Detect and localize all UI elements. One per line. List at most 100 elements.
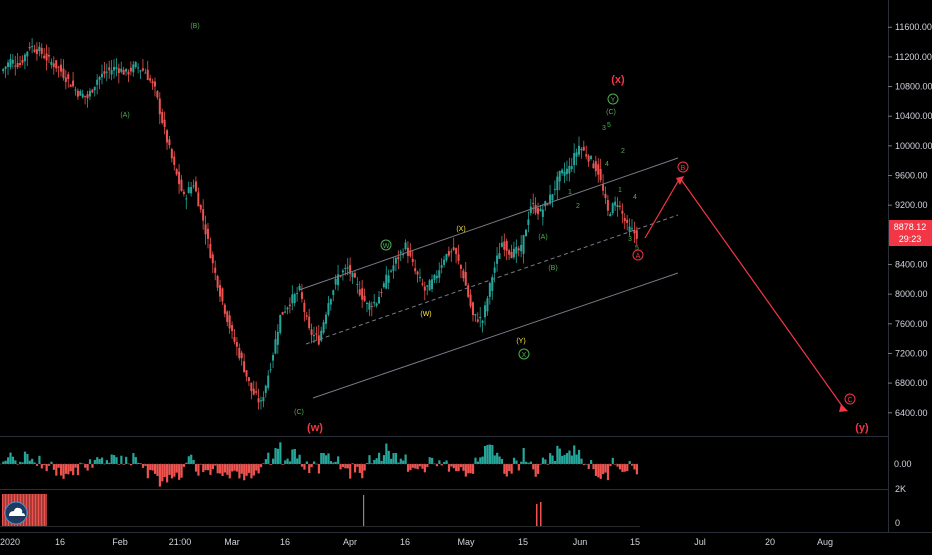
candle-body	[484, 305, 487, 318]
time-tick-label: 15	[518, 537, 528, 547]
candle-body	[194, 181, 197, 192]
candle-body	[411, 258, 414, 262]
candle-body	[190, 186, 193, 194]
candle-body	[491, 277, 494, 292]
candle-body	[496, 255, 499, 264]
oscillator-bar	[284, 460, 287, 464]
oscillator-bar	[553, 461, 557, 464]
projection-arrowhead	[839, 404, 848, 412]
candle-body	[423, 286, 426, 291]
oscillator-bar	[433, 463, 436, 465]
oscillator-bar	[496, 452, 499, 464]
oscillator-bar	[91, 464, 94, 468]
candle-body	[300, 292, 303, 299]
oscillator-bar	[86, 464, 89, 471]
candle-body	[517, 248, 520, 251]
oscillator-bar	[515, 460, 518, 464]
oscillator-bar	[616, 464, 619, 467]
candle-body	[438, 270, 441, 278]
candle-body	[325, 314, 328, 324]
candle-body	[575, 152, 578, 157]
candle-body	[204, 224, 207, 235]
wave-label: A	[636, 253, 641, 260]
oscillator-bar	[387, 450, 390, 464]
candle-body	[312, 335, 315, 337]
candle-body	[387, 275, 390, 283]
oscillator-bar	[599, 464, 602, 479]
candle-body	[635, 230, 638, 239]
candle-body	[320, 330, 323, 341]
wave-circle	[380, 239, 392, 251]
oscillator-bar	[529, 461, 532, 464]
oscillator-bar	[245, 464, 248, 476]
candle-body	[43, 55, 46, 59]
wave-label: (C)	[606, 109, 616, 116]
oscillator-bar	[337, 456, 340, 464]
last-price-value: 8878.12	[894, 222, 927, 232]
candle-body	[397, 256, 400, 260]
candle-body	[132, 64, 135, 73]
candle-body	[98, 77, 101, 80]
oscillator-bar	[368, 455, 371, 464]
oscillator-bar	[64, 464, 68, 474]
candle-body	[100, 73, 103, 78]
candle-body	[459, 265, 462, 269]
oscillator-bar	[120, 455, 123, 464]
oscillator-bar	[445, 460, 448, 464]
candle-body	[394, 257, 397, 264]
oscillator-bar	[520, 461, 523, 464]
candle-series	[2, 38, 638, 410]
candle-body	[609, 213, 612, 217]
candle-body	[211, 254, 214, 264]
oscillator-bar	[626, 464, 629, 472]
oscillator-bar	[474, 457, 477, 464]
oscillator-bar	[129, 464, 133, 466]
wave-label: (w)	[307, 422, 323, 434]
oscillator-bar	[565, 453, 569, 464]
oscillator-bar	[399, 458, 402, 464]
candle-body	[161, 111, 164, 123]
time-tick-label: Jul	[694, 537, 706, 547]
volume-bar	[38, 494, 40, 526]
price-tick-label: 10000.00	[895, 141, 932, 151]
oscillator-bar	[166, 464, 169, 483]
candle-body	[214, 267, 217, 273]
candle-body	[55, 60, 58, 69]
time-tick-label: Aug	[817, 537, 833, 547]
oscillator-bar	[276, 448, 280, 464]
price-tick-label: 8000.00	[895, 289, 928, 299]
candle-body	[168, 139, 171, 146]
volume-bar	[536, 504, 538, 526]
volume-tick-label: 2K	[895, 484, 906, 494]
oscillator-bar	[303, 464, 306, 470]
candle-body	[493, 267, 496, 273]
candle-body	[122, 69, 125, 75]
oscillator-bar	[428, 457, 431, 464]
oscillator-bar	[221, 464, 224, 476]
candle-body	[327, 303, 330, 315]
oscillator-bar	[47, 464, 51, 466]
candle-body	[512, 248, 515, 258]
cloud-icon[interactable]	[4, 501, 28, 525]
oscillator-bar	[510, 464, 513, 474]
oscillator-bar	[491, 445, 494, 464]
oscillator-bar	[353, 464, 357, 473]
oscillator-bar	[192, 460, 195, 464]
oscillator-bar	[38, 455, 41, 464]
oscillator-bar	[573, 445, 576, 464]
candle-body	[510, 252, 513, 259]
oscillator-bar	[435, 464, 439, 467]
oscillator-bar	[611, 457, 614, 464]
price-tick-label: 6800.00	[895, 378, 928, 388]
volume-bar	[2, 494, 4, 526]
oscillator-bar	[178, 464, 181, 480]
candle-body	[402, 254, 405, 256]
candle-body	[129, 67, 132, 72]
candle-body	[611, 203, 614, 214]
wave-label: (y)	[855, 422, 869, 434]
oscillator-bar	[358, 464, 361, 473]
oscillator-bar	[35, 464, 39, 466]
candle-body	[351, 272, 354, 278]
candle-body	[368, 302, 371, 310]
